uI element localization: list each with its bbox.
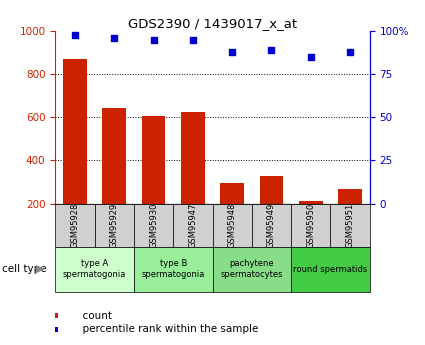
Text: ▶: ▶: [36, 264, 45, 274]
Text: GSM95948: GSM95948: [228, 203, 237, 248]
Bar: [102, 108, 126, 204]
Text: GSM95928: GSM95928: [71, 203, 79, 248]
Bar: [331, 204, 370, 247]
Text: count: count: [76, 311, 113, 321]
Point: [268, 47, 275, 53]
Text: percentile rank within the sample: percentile rank within the sample: [76, 325, 259, 334]
Text: type A
spermatogonia: type A spermatogonia: [63, 259, 126, 279]
Bar: [291, 247, 370, 292]
Bar: [299, 201, 323, 204]
Bar: [134, 247, 212, 292]
Bar: [55, 247, 134, 292]
Bar: [142, 116, 165, 204]
Point: [307, 54, 314, 60]
Text: pachytene
spermatocytes: pachytene spermatocytes: [221, 259, 283, 279]
Point: [347, 49, 354, 55]
Point: [150, 37, 157, 42]
Title: GDS2390 / 1439017_x_at: GDS2390 / 1439017_x_at: [128, 17, 297, 30]
Text: GSM95930: GSM95930: [149, 203, 158, 248]
Point: [229, 49, 235, 55]
Text: GSM95947: GSM95947: [188, 203, 197, 248]
Bar: [181, 112, 204, 204]
Point: [190, 37, 196, 42]
Text: GSM95929: GSM95929: [110, 203, 119, 248]
Bar: [338, 189, 362, 204]
Text: round spermatids: round spermatids: [293, 265, 368, 274]
Text: cell type: cell type: [2, 264, 47, 274]
Bar: [173, 204, 212, 247]
Bar: [291, 204, 331, 247]
Bar: [220, 183, 244, 204]
Bar: [212, 204, 252, 247]
Bar: [252, 204, 291, 247]
Bar: [260, 176, 283, 204]
Text: GSM95949: GSM95949: [267, 203, 276, 248]
Bar: [212, 247, 291, 292]
Point: [71, 32, 78, 37]
Text: type B
spermatogonia: type B spermatogonia: [142, 259, 205, 279]
Bar: [63, 59, 87, 204]
Bar: [94, 204, 134, 247]
Text: GSM95950: GSM95950: [306, 203, 315, 248]
Bar: [55, 204, 94, 247]
Text: GSM95951: GSM95951: [346, 203, 354, 248]
Point: [111, 35, 118, 41]
Bar: [134, 204, 173, 247]
